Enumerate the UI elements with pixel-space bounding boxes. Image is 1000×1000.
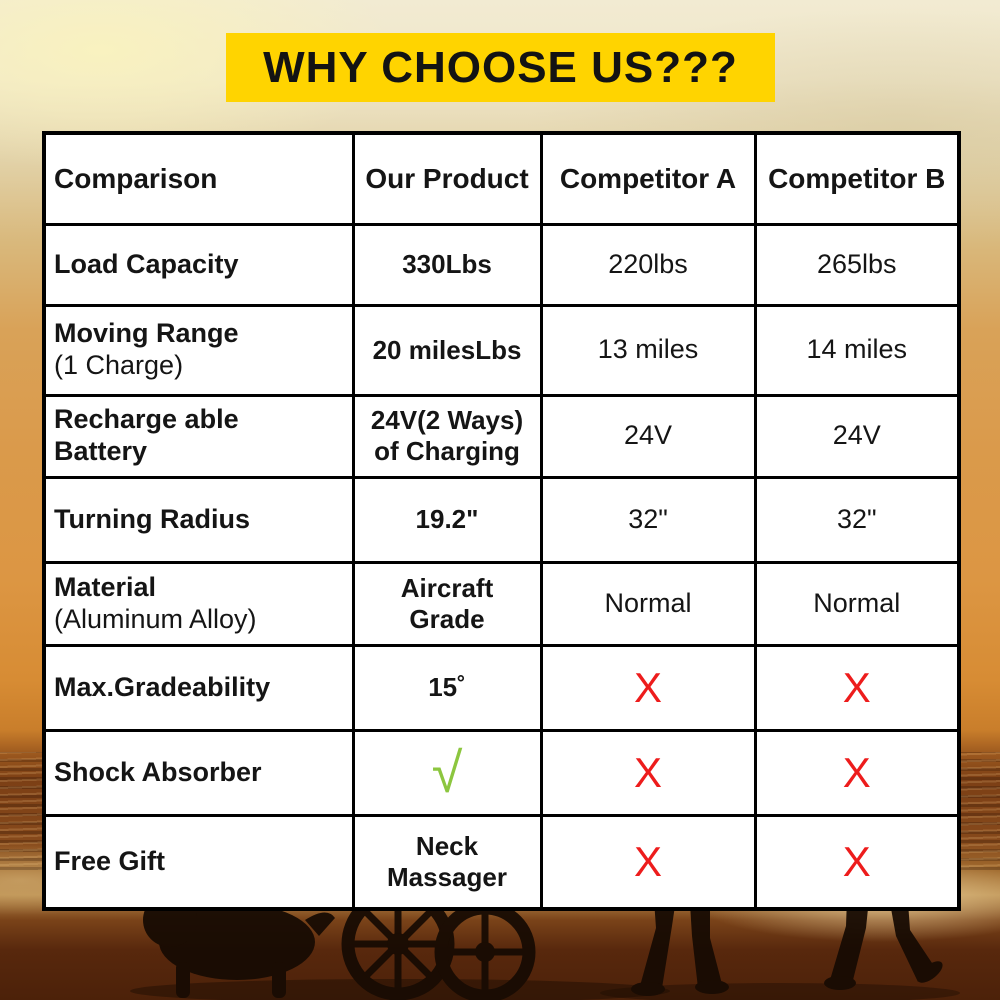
competitor-b-cell: Normal bbox=[753, 560, 961, 647]
cell-text: Max.Gradeability bbox=[54, 671, 271, 702]
cell-text: Turning Radius bbox=[54, 503, 250, 534]
cross-icon: X bbox=[633, 748, 662, 796]
column-header: Our Product bbox=[351, 131, 543, 226]
our-product-cell: Neck Massager bbox=[351, 813, 543, 911]
competitor-a-cell: 13 miles bbox=[539, 303, 757, 397]
competitor-b-cell: X bbox=[753, 813, 961, 911]
column-header: Competitor B bbox=[753, 131, 961, 226]
column-header: Comparison bbox=[42, 131, 355, 226]
table-row: Shock Absorber √ X X bbox=[42, 728, 961, 817]
cell-text: 330Lbs bbox=[402, 249, 492, 280]
our-product-cell: 330Lbs bbox=[351, 222, 543, 307]
table-row: Recharge able Battery 24V(2 Ways) of Chargi… bbox=[42, 393, 961, 479]
check-icon: √ bbox=[431, 740, 463, 804]
feature-cell: Moving Range (1 Charge) bbox=[42, 303, 355, 397]
page-title: WHY CHOOSE US??? bbox=[263, 42, 738, 92]
cell-text: 24V(2 Ways) bbox=[370, 405, 524, 436]
comparison-table: Comparison Our Product Competitor A Competi… bbox=[42, 131, 961, 911]
cell-text: 13 miles bbox=[597, 334, 699, 365]
our-product-cell: 15˚ bbox=[351, 643, 543, 732]
feature-cell: Free Gift bbox=[42, 813, 355, 911]
competitor-a-cell: 32" bbox=[539, 475, 757, 564]
cell-text: Aircraft bbox=[400, 572, 494, 603]
cell-text: Battery bbox=[54, 436, 148, 466]
cell-text: Recharge able bbox=[54, 404, 239, 435]
header-row: Comparison Our Product Competitor A Competi… bbox=[42, 131, 961, 226]
cross-icon: X bbox=[842, 748, 871, 796]
cell-text: 220lbs bbox=[608, 248, 688, 279]
feature-cell: Turning Radius bbox=[42, 475, 355, 564]
cross-icon: X bbox=[633, 663, 662, 711]
cell-text: Shock Absorber bbox=[54, 756, 262, 787]
competitor-b-cell: 32" bbox=[753, 475, 961, 564]
cell-text: Massager bbox=[387, 861, 507, 892]
cell-text: 19.2" bbox=[415, 504, 479, 535]
cell-text: 32" bbox=[628, 503, 668, 534]
competitor-a-cell: Normal bbox=[539, 560, 757, 647]
our-product-cell: 24V(2 Ways) of Charging bbox=[351, 393, 543, 479]
title-banner: WHY CHOOSE US??? bbox=[226, 33, 775, 102]
competitor-a-cell: 24V bbox=[539, 393, 757, 479]
feature-cell: Load Capacity bbox=[42, 222, 355, 307]
cell-text: Grade bbox=[409, 603, 485, 634]
cross-icon: X bbox=[633, 837, 662, 885]
table-row: Turning Radius 19.2" 32" 32" bbox=[42, 475, 961, 564]
our-product-cell: 19.2" bbox=[351, 475, 543, 564]
competitor-b-cell: X bbox=[753, 728, 961, 817]
cell-text: 32" bbox=[836, 503, 877, 534]
cell-text: of Charging bbox=[374, 436, 520, 466]
competitor-a-cell: X bbox=[539, 643, 757, 732]
cell-text: (Aluminum Alloy) bbox=[54, 603, 257, 634]
cell-text: 24V bbox=[623, 420, 673, 451]
competitor-a-cell: X bbox=[539, 813, 757, 911]
competitor-b-cell: 265lbs bbox=[753, 222, 961, 307]
cell-text: Neck bbox=[415, 831, 479, 862]
cell-text: (1 Charge) bbox=[54, 350, 184, 380]
cell-text: 15˚ bbox=[428, 672, 466, 703]
feature-cell: Material (Aluminum Alloy) bbox=[42, 560, 355, 647]
column-header: Competitor A bbox=[539, 131, 757, 226]
our-product-cell: 20 milesLbs bbox=[351, 303, 543, 397]
cell-text: Moving Range bbox=[54, 318, 239, 349]
table-row: Moving Range (1 Charge) 20 milesLbs 13 mile… bbox=[42, 303, 961, 397]
feature-cell: Recharge able Battery bbox=[42, 393, 355, 479]
cross-icon: X bbox=[842, 663, 871, 711]
feature-cell: Max.Gradeability bbox=[42, 643, 355, 732]
competitor-b-cell: 24V bbox=[753, 393, 961, 479]
table-row: Load Capacity 330Lbs 220lbs 265lbs bbox=[42, 222, 961, 307]
table-body: Load Capacity 330Lbs 220lbs 265lbs Moving Ra… bbox=[42, 222, 961, 911]
cell-text: Normal bbox=[813, 587, 901, 618]
competitor-a-cell: 220lbs bbox=[539, 222, 757, 307]
competitor-b-cell: X bbox=[753, 643, 961, 732]
competitor-b-cell: 14 miles bbox=[753, 303, 961, 397]
cell-text: 20 milesLbs bbox=[372, 334, 522, 365]
our-product-cell: √ bbox=[351, 728, 543, 817]
table-row: Material (Aluminum Alloy) Aircraft Grade Nor… bbox=[42, 560, 961, 647]
cell-text: 14 miles bbox=[806, 334, 908, 365]
cell-text: Material bbox=[54, 571, 157, 602]
cross-icon: X bbox=[842, 837, 871, 885]
competitor-a-cell: X bbox=[539, 728, 757, 817]
cell-text: 24V bbox=[832, 420, 881, 451]
table-row: Free Gift Neck Massager X X bbox=[42, 813, 961, 911]
cell-text: 265lbs bbox=[816, 248, 897, 279]
table-row: Max.Gradeability 15˚ X X bbox=[42, 643, 961, 732]
cell-text: Free Gift bbox=[54, 845, 166, 876]
cell-text: Normal bbox=[604, 587, 692, 618]
our-product-cell: Aircraft Grade bbox=[351, 560, 543, 647]
cell-text: Load Capacity bbox=[54, 248, 239, 279]
feature-cell: Shock Absorber bbox=[42, 728, 355, 817]
